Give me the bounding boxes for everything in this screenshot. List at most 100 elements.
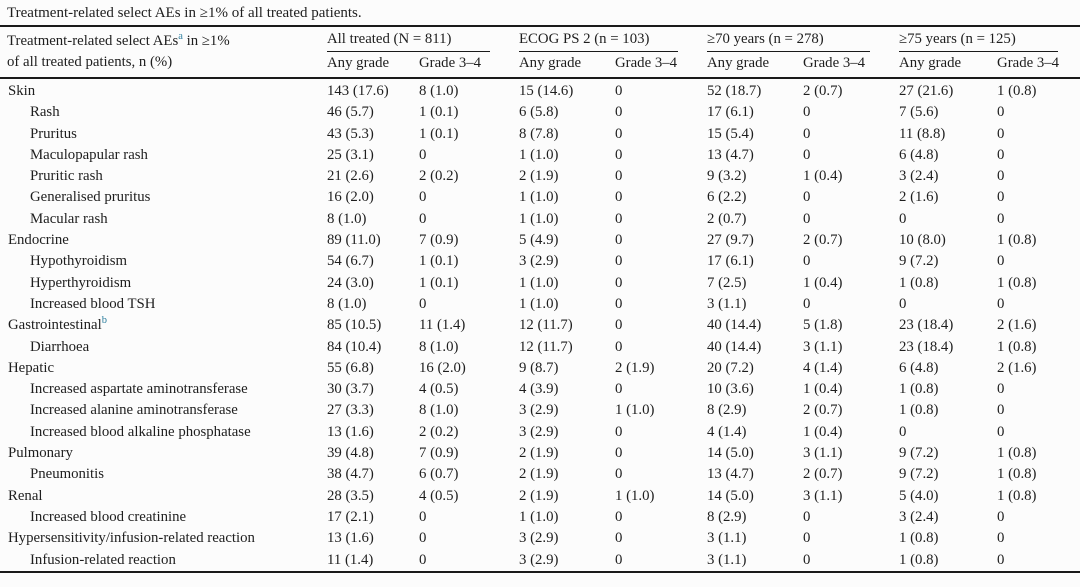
ae-value: 0	[997, 295, 1005, 312]
ae-value: 0	[997, 551, 1005, 568]
table-row: Renal 28 (3.5) 4 (0.5) 2 (1.9) 1 (1.0) 14 (5.…	[0, 486, 1080, 507]
ae-value: 3 (1.1)	[803, 487, 843, 504]
ae-value: 3 (1.1)	[707, 530, 747, 547]
group-header-all-treated: All treated (N = 811)	[320, 27, 512, 52]
sub-header-row: Any grade Grade 3–4 Any grade Grade 3–4 …	[0, 52, 1080, 79]
subheader-any-grade: Any grade	[320, 52, 412, 79]
ae-value: 15 (14.6)	[519, 83, 574, 99]
ae-value: 23 (18.4)	[899, 338, 954, 355]
ae-value: 3 (1.1)	[803, 338, 843, 355]
table-row: Pulmonary 39 (4.8) 7 (0.9) 2 (1.9) 0 14 (5.0)…	[0, 443, 1080, 464]
ae-term: Increased blood TSH	[30, 295, 156, 312]
ae-value: 46 (5.7)	[327, 104, 374, 121]
ae-value: 9 (7.2)	[899, 253, 939, 270]
ae-term: Diarrhoea	[30, 338, 90, 355]
ae-value: 2 (1.9)	[519, 168, 559, 185]
table-row: Skin 143 (17.6) 8 (1.0) 15 (14.6) 0 52 (18.7)…	[0, 78, 1080, 102]
ae-value: 11 (1.4)	[327, 551, 374, 568]
ae-value: 0	[615, 146, 623, 163]
ae-value: 0	[997, 381, 1005, 398]
table-row: Rash 46 (5.7) 1 (0.1) 6 (5.8) 0 17 (6.1) 0 7 (5…	[0, 102, 1080, 123]
table-row: Increased alanine aminotransferase 27 (3.…	[0, 400, 1080, 421]
ae-value: 1 (0.8)	[997, 466, 1037, 483]
ae-value: 1 (1.0)	[519, 274, 559, 291]
adverse-events-table: Treatment-related select AEsa in ≥1% of …	[0, 27, 1080, 573]
ae-value: 4 (1.4)	[707, 423, 747, 440]
ae-value: 2 (0.7)	[803, 466, 843, 483]
ae-value: 0	[615, 125, 623, 142]
ae-value: 20 (7.2)	[707, 359, 754, 376]
ae-value: 1 (1.0)	[519, 146, 559, 163]
table-row: Endocrine 89 (11.0) 7 (0.9) 5 (4.9) 0 27 (9.7…	[0, 230, 1080, 251]
ae-term: Pruritus	[30, 125, 77, 142]
ae-value: 16 (2.0)	[419, 359, 466, 376]
ae-value: 6 (2.2)	[707, 189, 747, 206]
ae-value: 1 (1.0)	[615, 402, 655, 419]
footnote-b-marker: b	[101, 315, 107, 327]
ae-value: 0	[997, 210, 1005, 227]
ae-value: 1 (0.8)	[997, 274, 1037, 291]
ae-value: 0	[615, 232, 623, 249]
ae-value: 3 (2.9)	[519, 423, 559, 440]
ae-value: 1 (1.0)	[519, 189, 559, 206]
table-caption: Treatment-related select AEs in ≥1% of a…	[0, 0, 1080, 27]
ae-value: 3 (1.1)	[803, 445, 843, 462]
ae-value: 3 (2.4)	[899, 508, 939, 525]
table-row: Gastrointestinalb 85 (10.5) 11 (1.4) 12 (11…	[0, 315, 1080, 336]
ae-value: 4 (0.5)	[419, 487, 459, 504]
ae-value: 27 (9.7)	[707, 232, 754, 249]
ae-value: 1 (0.8)	[997, 83, 1037, 99]
ae-term: Pneumonitis	[30, 466, 104, 483]
ae-value: 17 (6.1)	[707, 253, 754, 270]
ae-value: 0	[419, 551, 427, 568]
ae-term: Gastrointestinalb	[8, 315, 107, 334]
ae-value: 8 (1.0)	[327, 210, 367, 227]
ae-value: 0	[615, 168, 623, 185]
ae-value: 27 (3.3)	[327, 402, 374, 419]
ae-value: 0	[615, 317, 623, 334]
ae-value: 9 (8.7)	[519, 359, 559, 376]
ae-value: 0	[997, 402, 1005, 419]
ae-value: 8 (1.0)	[327, 295, 367, 312]
ae-value: 1 (0.8)	[899, 381, 939, 398]
ae-value: 0	[803, 551, 811, 568]
ae-value: 0	[615, 83, 623, 99]
ae-term: Endocrine	[8, 232, 69, 249]
group-header-ecog-ps2: ECOG PS 2 (n = 103)	[512, 27, 700, 52]
ae-value: 14 (5.0)	[707, 487, 754, 504]
ae-value: 0	[803, 295, 811, 312]
ae-value: 3 (1.1)	[707, 551, 747, 568]
ae-value: 2 (1.6)	[997, 317, 1037, 334]
ae-value: 1 (0.8)	[899, 530, 939, 547]
ae-value: 6 (5.8)	[519, 104, 559, 121]
ae-term: Hypersensitivity/infusion-related reacti…	[8, 530, 255, 547]
ae-value: 0	[997, 508, 1005, 525]
ae-value: 8 (1.0)	[419, 83, 459, 99]
ae-value: 23 (18.4)	[899, 317, 954, 334]
table-row: Increased blood alkaline phosphatase 13 (…	[0, 422, 1080, 443]
ae-value: 25 (3.1)	[327, 146, 374, 163]
table-row: Hypersensitivity/infusion-related reacti…	[0, 528, 1080, 549]
ae-value: 143 (17.6)	[327, 83, 389, 99]
table-row: Pneumonitis 38 (4.7) 6 (0.7) 2 (1.9) 0 13 (4.…	[0, 464, 1080, 485]
ae-value: 2 (0.2)	[419, 423, 459, 440]
ae-value: 5 (4.9)	[519, 232, 559, 249]
table-row: Pruritus 43 (5.3) 1 (0.1) 8 (7.8) 0 15 (5.4) 0…	[0, 124, 1080, 145]
ae-value: 1 (0.1)	[419, 274, 459, 291]
ae-value: 1 (0.1)	[419, 104, 459, 121]
ae-term: Generalised pruritus	[30, 189, 151, 206]
subheader-grade-3-4: Grade 3–4	[412, 52, 512, 79]
ae-value: 6 (4.8)	[899, 146, 939, 163]
ae-value: 0	[899, 423, 907, 440]
ae-value: 2 (0.7)	[803, 402, 843, 419]
ae-value: 0	[419, 146, 427, 163]
ae-value: 5 (1.8)	[803, 317, 843, 334]
ae-value: 28 (3.5)	[327, 487, 374, 504]
ae-value: 2 (1.9)	[519, 466, 559, 483]
subheader-any-grade: Any grade	[892, 52, 991, 79]
subheader-any-grade: Any grade	[700, 52, 796, 79]
ae-value: 5 (4.0)	[899, 487, 939, 504]
ae-value: 3 (2.9)	[519, 402, 559, 419]
ae-value: 0	[615, 295, 623, 312]
ae-value: 0	[419, 189, 427, 206]
